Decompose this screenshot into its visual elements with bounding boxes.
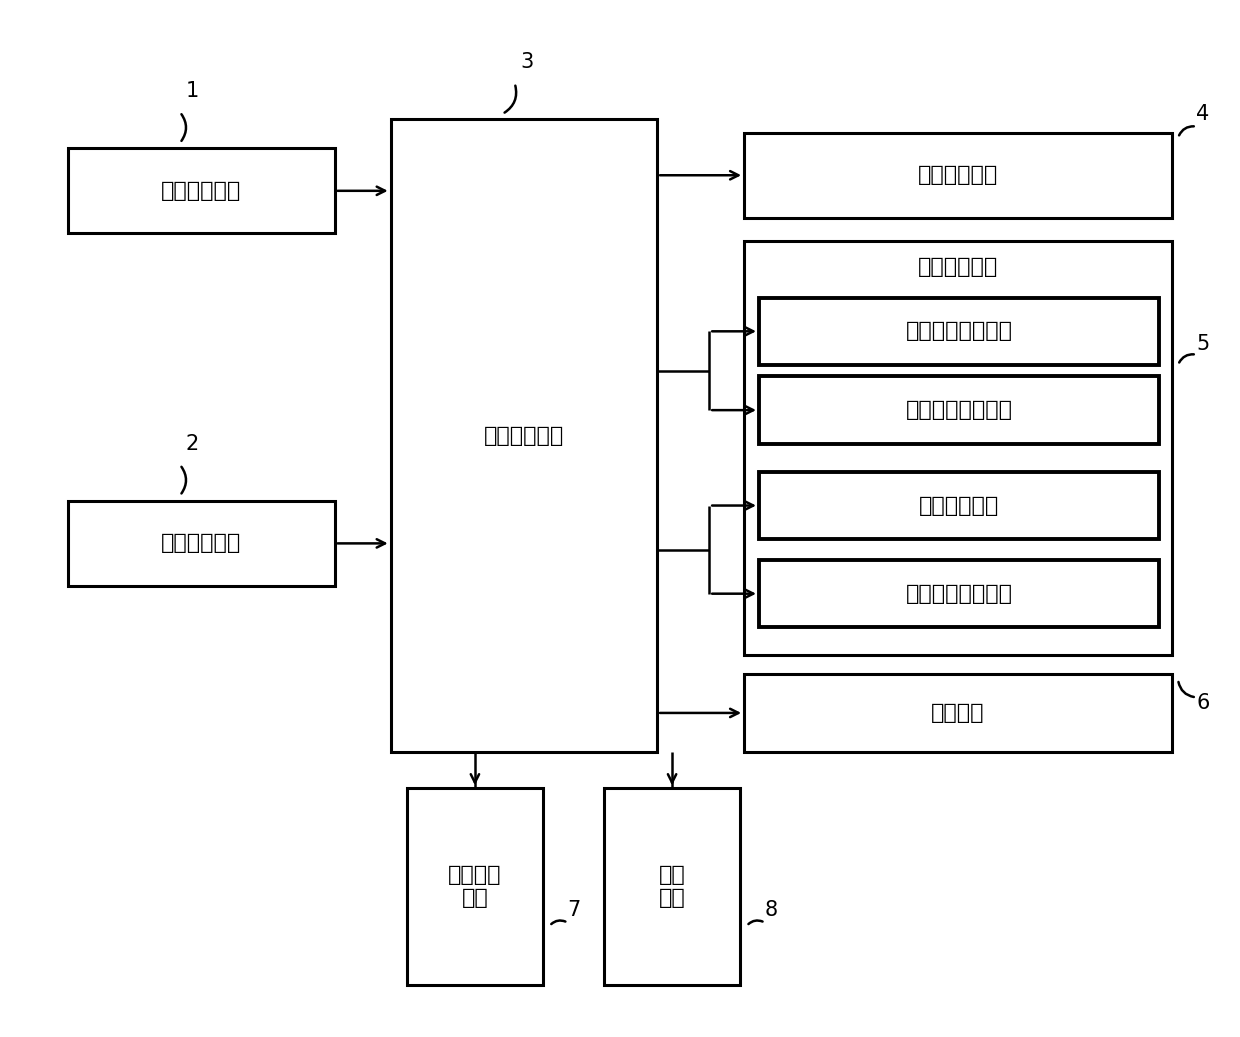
Bar (759, 560, 1159, 627)
Text: 苗种生成模块: 苗种生成模块 (919, 496, 999, 515)
Text: 纯度鉴别模块: 纯度鉴别模块 (918, 165, 998, 186)
Text: 物种编号模块: 物种编号模块 (161, 180, 242, 201)
Text: 3: 3 (521, 52, 533, 73)
Text: 5: 5 (1197, 334, 1209, 355)
Text: 统计模块: 统计模块 (931, 703, 985, 723)
Text: 8: 8 (765, 900, 777, 920)
Bar (759, 376, 1159, 444)
Bar (407, 788, 543, 985)
Text: 4: 4 (1197, 104, 1209, 124)
Text: 7: 7 (568, 900, 580, 920)
Bar (68, 501, 335, 586)
Text: 2: 2 (186, 433, 198, 454)
Text: 数据存储
模块: 数据存储 模块 (448, 865, 502, 908)
Bar (68, 148, 335, 233)
Bar (759, 472, 1159, 539)
Text: 匹配杂交模块: 匹配杂交模块 (918, 256, 998, 277)
Text: 显示
模块: 显示 模块 (658, 865, 686, 908)
Bar (759, 298, 1159, 365)
Bar (744, 241, 1172, 655)
Text: 杂交记录生成模块: 杂交记录生成模块 (905, 321, 1013, 341)
Bar (744, 133, 1172, 218)
Bar (391, 119, 657, 752)
Text: 鱼卵孵化登记模块: 鱼卵孵化登记模块 (905, 400, 1013, 420)
Text: 中央处理模块: 中央处理模块 (484, 425, 564, 446)
Text: 信息登记模块: 信息登记模块 (161, 533, 242, 554)
Text: 1: 1 (186, 81, 198, 102)
Bar (744, 674, 1172, 752)
Text: 苗种生长登记模块: 苗种生长登记模块 (905, 584, 1013, 604)
Bar (604, 788, 740, 985)
Text: 6: 6 (1197, 693, 1209, 712)
